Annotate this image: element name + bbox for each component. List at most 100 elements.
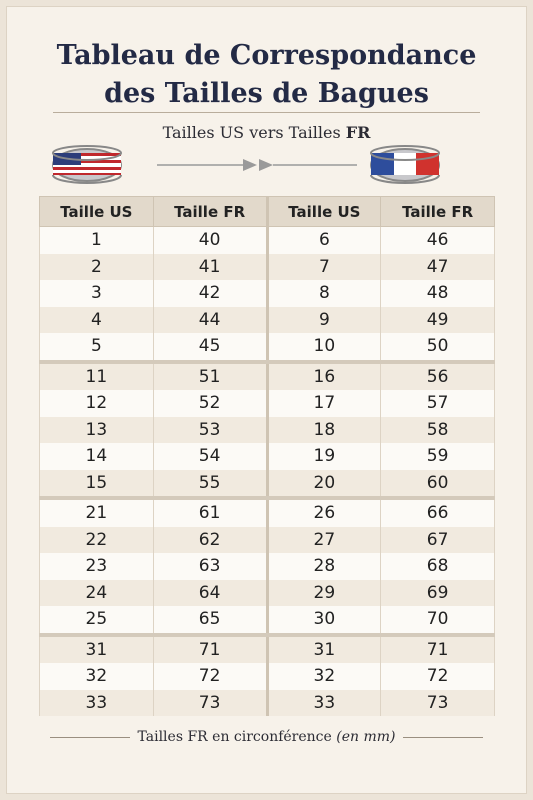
cell: 16 (265, 359, 382, 390)
cell: 64 (152, 579, 268, 606)
header-row: Taille US Taille FR Taille US Taille FR (39, 196, 495, 227)
table-row: 13 53 18 58 (39, 416, 495, 443)
cell: 72 (152, 663, 268, 690)
cell: 57 (380, 390, 495, 417)
cell: 42 (152, 280, 268, 307)
footer-text: Tailles FR en circonférence (137, 729, 332, 745)
cell: 26 (265, 496, 382, 527)
title-line: des Tailles de Bagues (104, 78, 429, 109)
cell: 50 (380, 333, 495, 362)
cell: 25 (39, 606, 154, 635)
cell: 31 (39, 632, 154, 663)
subtitle-text: Tailles US vers Tailles (162, 123, 341, 142)
table-row: 15 55 20 60 (39, 469, 495, 498)
cell: 56 (380, 359, 495, 390)
cell: 20 (265, 469, 382, 498)
table-row: 5 45 10 50 (39, 333, 495, 362)
cell: 7 (265, 253, 382, 280)
cell: 58 (380, 416, 495, 443)
cell: 72 (380, 663, 495, 690)
table-row: 23 63 28 68 (39, 553, 495, 580)
cell: 40 (152, 226, 268, 254)
cell: 47 (380, 253, 495, 280)
cell: 11 (39, 359, 154, 390)
cell: 9 (265, 306, 382, 333)
cell: 14 (39, 443, 154, 470)
cell: 73 (152, 689, 268, 716)
subtitle: Tailles US vers Tailles FR (7, 123, 526, 142)
cell: 22 (39, 526, 154, 553)
cell: 71 (380, 632, 495, 663)
cell: 69 (380, 579, 495, 606)
cell: 6 (265, 226, 382, 254)
subtitle-emphasis: FR (345, 123, 371, 142)
cell: 62 (152, 526, 268, 553)
cell: 1 (39, 226, 154, 254)
fr-ring (370, 145, 440, 184)
cell: 32 (265, 663, 382, 690)
cell: 32 (39, 663, 154, 690)
table-row: 33 73 33 73 (39, 689, 495, 716)
cell: 28 (265, 553, 382, 580)
cell: 63 (152, 553, 268, 580)
header-cell: Taille US (39, 196, 154, 227)
cell: 8 (265, 280, 382, 307)
header-cell: Taille FR (152, 196, 268, 227)
table-row: 1 40 6 46 (39, 226, 495, 254)
cell: 55 (152, 469, 268, 498)
cell: 53 (152, 416, 268, 443)
cell: 31 (265, 632, 382, 663)
cell: 30 (265, 606, 382, 635)
cell: 13 (39, 416, 154, 443)
table-row: 32 72 32 72 (39, 663, 495, 690)
cell: 46 (380, 226, 495, 254)
title-line: Tableau de Correspondance (56, 40, 477, 71)
card: Tableau de Correspondance des Tailles de… (6, 6, 527, 794)
cell: 70 (380, 606, 495, 635)
table-row: 25 65 30 70 (39, 606, 495, 635)
table-row: 22 62 27 67 (39, 526, 495, 553)
cell: 29 (265, 579, 382, 606)
cell: 66 (380, 496, 495, 527)
cell: 44 (152, 306, 268, 333)
table-row: 14 54 19 59 (39, 443, 495, 470)
cell: 67 (380, 526, 495, 553)
cell: 71 (152, 632, 268, 663)
cell: 59 (380, 443, 495, 470)
cell: 21 (39, 496, 154, 527)
table-row: 4 44 9 49 (39, 306, 495, 333)
cell: 60 (380, 469, 495, 498)
cell: 27 (265, 526, 382, 553)
footer: Tailles FR en circonférence (en mm) (7, 729, 526, 745)
cell: 24 (39, 579, 154, 606)
table-row: 11 51 16 56 (39, 359, 495, 390)
divider (53, 112, 480, 113)
header-cell: Taille FR (380, 196, 495, 227)
cell: 68 (380, 553, 495, 580)
cell: 17 (265, 390, 382, 417)
table-row: 2 41 7 47 (39, 253, 495, 280)
cell: 10 (265, 333, 382, 362)
cell: 2 (39, 253, 154, 280)
cell: 5 (39, 333, 154, 362)
cell: 41 (152, 253, 268, 280)
cell: 3 (39, 280, 154, 307)
cell: 18 (265, 416, 382, 443)
size-table: Taille US Taille FR Taille US Taille FR 1 40 6… (39, 196, 495, 716)
cell: 61 (152, 496, 268, 527)
footer-unit: (en mm) (336, 729, 396, 745)
cell: 12 (39, 390, 154, 417)
cell: 19 (265, 443, 382, 470)
rings-illustration (52, 145, 440, 184)
cell: 33 (39, 689, 154, 716)
cell: 49 (380, 306, 495, 333)
header-cell: Taille US (265, 196, 382, 227)
cell: 15 (39, 469, 154, 498)
table-row: 24 64 29 69 (39, 579, 495, 606)
cell: 54 (152, 443, 268, 470)
cell: 4 (39, 306, 154, 333)
cell: 52 (152, 390, 268, 417)
cell: 23 (39, 553, 154, 580)
cell: 48 (380, 280, 495, 307)
